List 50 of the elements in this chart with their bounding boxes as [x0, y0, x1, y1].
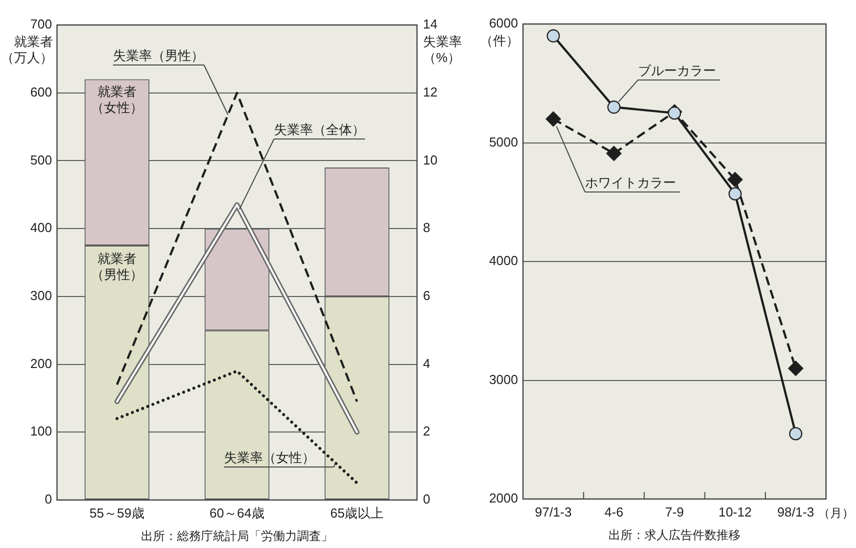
point [546, 29, 560, 42]
point [728, 187, 742, 200]
x-tick-label: 98/1-3 [777, 504, 814, 520]
y2-tick-label: 12 [423, 84, 438, 100]
y-tick-label: 300 [30, 288, 52, 304]
y-tick-label: 2000 [489, 490, 518, 506]
y-tick-label: 4000 [489, 253, 518, 268]
y2-tick-label: 10 [423, 152, 438, 168]
series-label: 就業者（女性） [90, 84, 144, 116]
x-tick-label: 97/1-3 [534, 504, 572, 520]
series-label: 失業率（女性） [224, 450, 315, 466]
x-tick-label: 10-12 [718, 504, 752, 520]
y2-axis-title: 失業率（%） [423, 34, 463, 66]
y2-tick-label: 2 [423, 424, 430, 439]
y2-tick-label: 0 [423, 492, 430, 507]
y-tick-label: 400 [30, 220, 52, 236]
text: 出所：求人広告件数推移 [608, 527, 740, 543]
x-tick-label: 65歳以上 [330, 505, 384, 520]
x-axis-title: （月） [818, 505, 854, 521]
y-tick-label: 100 [30, 424, 52, 439]
y2-tick-label: 4 [423, 356, 430, 371]
y-axis-title: （件） [480, 33, 519, 49]
text: 失業率（男性） [113, 48, 204, 64]
text: 失業率（全体） [274, 122, 365, 138]
point [789, 427, 802, 440]
x-tick-label: 60～64歳 [210, 505, 264, 520]
x-tick-label: 4-6 [604, 504, 624, 520]
x-tick-label: 55～59歳 [90, 505, 144, 520]
x-tick-label: 7-9 [665, 504, 684, 520]
y-tick-label: 500 [30, 152, 52, 168]
point [607, 100, 620, 114]
y-tick-label: 0 [44, 492, 52, 507]
y-axis-title: 就業者（万人） [0, 34, 53, 66]
point [788, 360, 804, 376]
point [606, 146, 622, 162]
y2-tick-label: 8 [423, 220, 430, 236]
y2-tick-label: 14 [423, 16, 438, 32]
y-tick-label: 6000 [489, 16, 518, 31]
point [728, 172, 743, 188]
y-tick-label: 700 [30, 16, 52, 32]
text: 出所：総務庁統計局「労働力調査」 [141, 528, 333, 544]
y-tick-label: 200 [30, 356, 52, 371]
y2-tick-label: 6 [423, 288, 430, 304]
y-tick-label: 600 [30, 84, 52, 100]
text: ホワイトカラー [585, 175, 676, 191]
y-tick-label: 3000 [489, 372, 518, 387]
point [546, 111, 561, 127]
text: ブルーカラー [638, 63, 716, 79]
series-label: 就業者（男性） [90, 250, 144, 283]
y-tick-label: 5000 [489, 134, 518, 150]
